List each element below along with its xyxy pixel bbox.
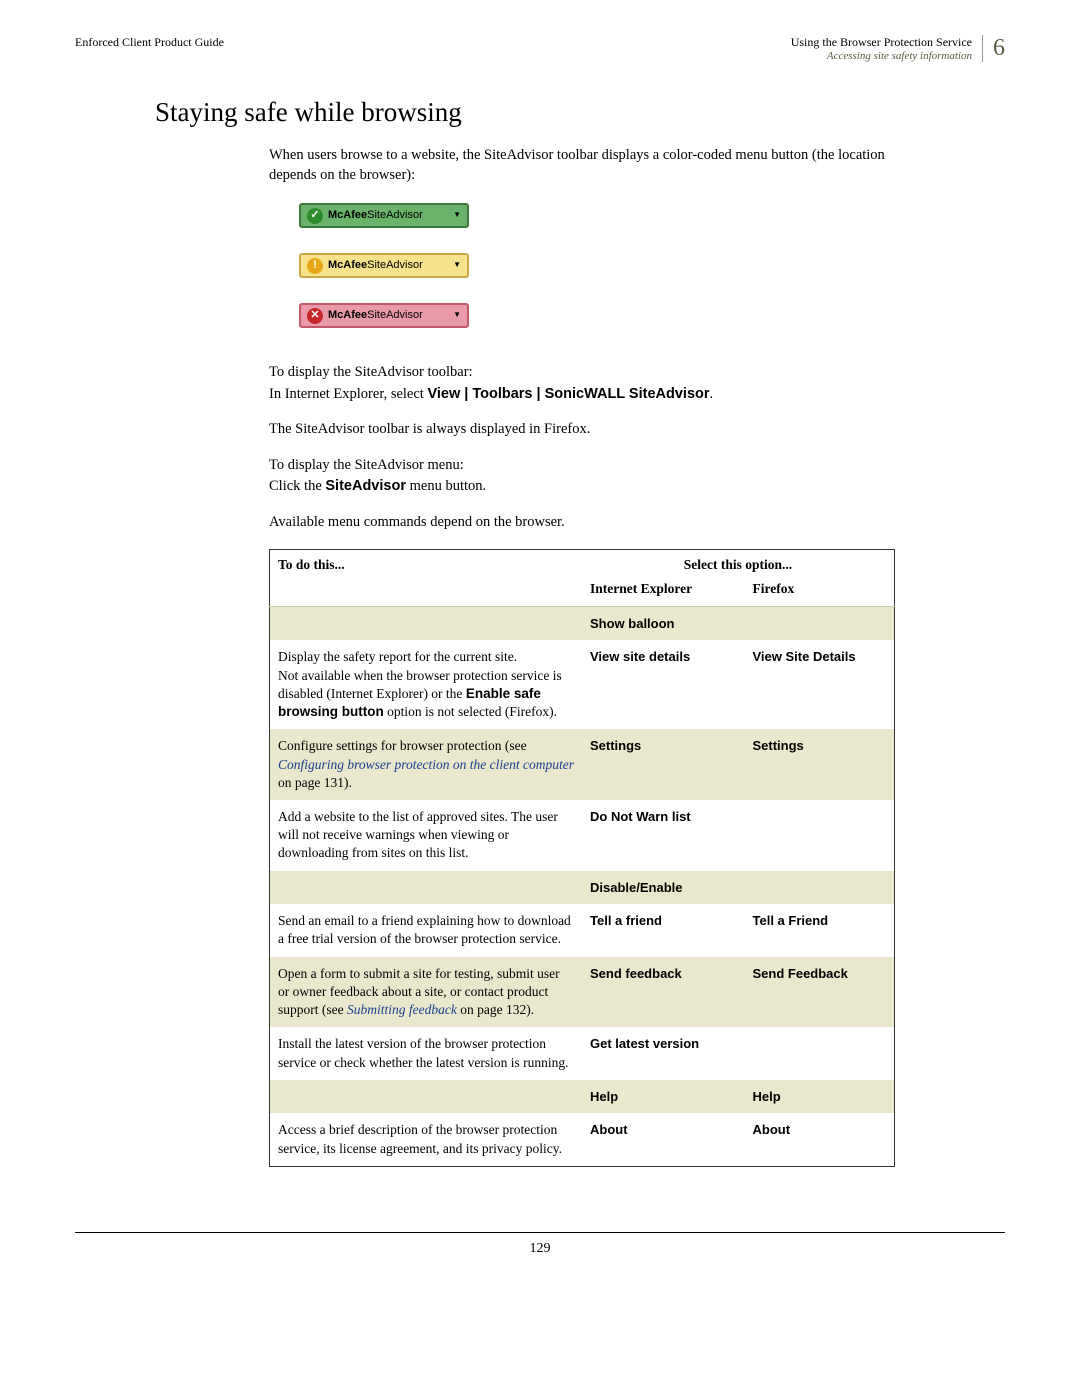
badge-brand: McAfee bbox=[328, 208, 367, 223]
desc-cell bbox=[270, 1080, 583, 1114]
intro-paragraph: When users browse to a website, the Site… bbox=[269, 146, 895, 185]
page-footer: 129 bbox=[75, 1232, 1005, 1257]
ie-option: Show balloon bbox=[582, 606, 745, 640]
header-right: Using the Browser Protection Service Acc… bbox=[791, 35, 1005, 62]
badge-product: SiteAdvisor bbox=[367, 258, 423, 273]
ie-option: Disable/Enable bbox=[582, 871, 745, 905]
ff-option: Send Feedback bbox=[745, 957, 895, 1028]
display-menu-line: To display the SiteAdvisor menu: bbox=[269, 456, 895, 476]
badge-brand: McAfee bbox=[328, 308, 367, 323]
ff-option: Help bbox=[745, 1080, 895, 1114]
desc-cell bbox=[270, 606, 583, 640]
table-row: Install the latest version of the browse… bbox=[270, 1027, 895, 1079]
chevron-down-icon: ▼ bbox=[453, 210, 461, 221]
badge-product: SiteAdvisor bbox=[367, 308, 423, 323]
hdr-ff: Firefox bbox=[745, 578, 895, 607]
desc-cell: Access a brief description of the browse… bbox=[270, 1113, 583, 1166]
ie-option: About bbox=[582, 1113, 745, 1166]
display-toolbar-line: To display the SiteAdvisor toolbar: bbox=[269, 363, 895, 383]
table-body: Show balloonDisplay the safety report fo… bbox=[270, 606, 895, 1166]
firefox-note: The SiteAdvisor toolbar is always displa… bbox=[269, 420, 895, 440]
desc-cell bbox=[270, 871, 583, 905]
ff-option: Tell a Friend bbox=[745, 904, 895, 956]
status-icon: ! bbox=[307, 258, 323, 274]
ie-option: Settings bbox=[582, 729, 745, 800]
desc-cell: Display the safety report for the curren… bbox=[270, 640, 583, 729]
ie-option: Get latest version bbox=[582, 1027, 745, 1079]
table-row: Display the safety report for the curren… bbox=[270, 640, 895, 729]
available-commands: Available menu commands depend on the br… bbox=[269, 513, 895, 533]
section-title: Staying safe while browsing bbox=[155, 97, 1005, 128]
ie-option: Tell a friend bbox=[582, 904, 745, 956]
siteadvisor-badge-0: ✓ McAfee SiteAdvisor ▼ bbox=[299, 203, 469, 228]
table-row: Show balloon bbox=[270, 606, 895, 640]
header-left: Enforced Client Product Guide bbox=[75, 35, 224, 50]
ff-option bbox=[745, 606, 895, 640]
ie-option: View site details bbox=[582, 640, 745, 729]
badge-product: SiteAdvisor bbox=[367, 208, 423, 223]
table-row: Configure settings for browser protectio… bbox=[270, 729, 895, 800]
hdr-select: Select this option... bbox=[582, 549, 895, 578]
header-right-line2: Accessing site safety information bbox=[791, 50, 972, 62]
ie-instruction: In Internet Explorer, select View | Tool… bbox=[269, 385, 895, 405]
ff-option bbox=[745, 800, 895, 871]
desc-cell: Add a website to the list of approved si… bbox=[270, 800, 583, 871]
table-row: Open a form to submit a site for testing… bbox=[270, 957, 895, 1028]
table-row: Add a website to the list of approved si… bbox=[270, 800, 895, 871]
click-suffix: menu button. bbox=[406, 478, 486, 494]
click-instruction: Click the SiteAdvisor menu button. bbox=[269, 477, 895, 497]
table-row: Send an email to a friend explaining how… bbox=[270, 904, 895, 956]
ie-prefix: In Internet Explorer, select bbox=[269, 386, 427, 402]
body-content: When users browse to a website, the Site… bbox=[269, 146, 895, 1167]
toolbar-badges: ✓ McAfee SiteAdvisor ▼! McAfee SiteAdvisor ▼… bbox=[299, 203, 895, 328]
page-header: Enforced Client Product Guide Using the … bbox=[75, 35, 1005, 62]
command-table: To do this... Select this option... Inte… bbox=[269, 549, 895, 1167]
chapter-number: 6 bbox=[982, 35, 1005, 62]
table-row: Disable/Enable bbox=[270, 871, 895, 905]
status-icon: ✓ bbox=[307, 208, 323, 224]
hdr-ie: Internet Explorer bbox=[582, 578, 745, 607]
ie-option: Send feedback bbox=[582, 957, 745, 1028]
siteadvisor-badge-1: ! McAfee SiteAdvisor ▼ bbox=[299, 253, 469, 278]
ff-option bbox=[745, 1027, 895, 1079]
chevron-down-icon: ▼ bbox=[453, 310, 461, 321]
ff-option: View Site Details bbox=[745, 640, 895, 729]
badge-brand: McAfee bbox=[328, 258, 367, 273]
status-icon: ✕ bbox=[307, 308, 323, 324]
click-prefix: Click the bbox=[269, 478, 325, 494]
ff-option: Settings bbox=[745, 729, 895, 800]
ie-option: Help bbox=[582, 1080, 745, 1114]
header-right-line1: Using the Browser Protection Service bbox=[791, 35, 972, 50]
ie-menu-path: View | Toolbars | SonicWALL SiteAdvisor bbox=[427, 386, 709, 402]
ie-option: Do Not Warn list bbox=[582, 800, 745, 871]
table-row: Access a brief description of the browse… bbox=[270, 1113, 895, 1166]
desc-cell: Send an email to a friend explaining how… bbox=[270, 904, 583, 956]
ff-option: About bbox=[745, 1113, 895, 1166]
table-row: HelpHelp bbox=[270, 1080, 895, 1114]
desc-cell: Open a form to submit a site for testing… bbox=[270, 957, 583, 1028]
ff-option bbox=[745, 871, 895, 905]
chevron-down-icon: ▼ bbox=[453, 260, 461, 271]
hdr-todo: To do this... bbox=[270, 549, 583, 578]
siteadvisor-badge-2: ✕ McAfee SiteAdvisor ▼ bbox=[299, 303, 469, 328]
desc-cell: Configure settings for browser protectio… bbox=[270, 729, 583, 800]
page-number: 129 bbox=[530, 1241, 551, 1256]
click-bold: SiteAdvisor bbox=[325, 478, 406, 494]
desc-cell: Install the latest version of the browse… bbox=[270, 1027, 583, 1079]
